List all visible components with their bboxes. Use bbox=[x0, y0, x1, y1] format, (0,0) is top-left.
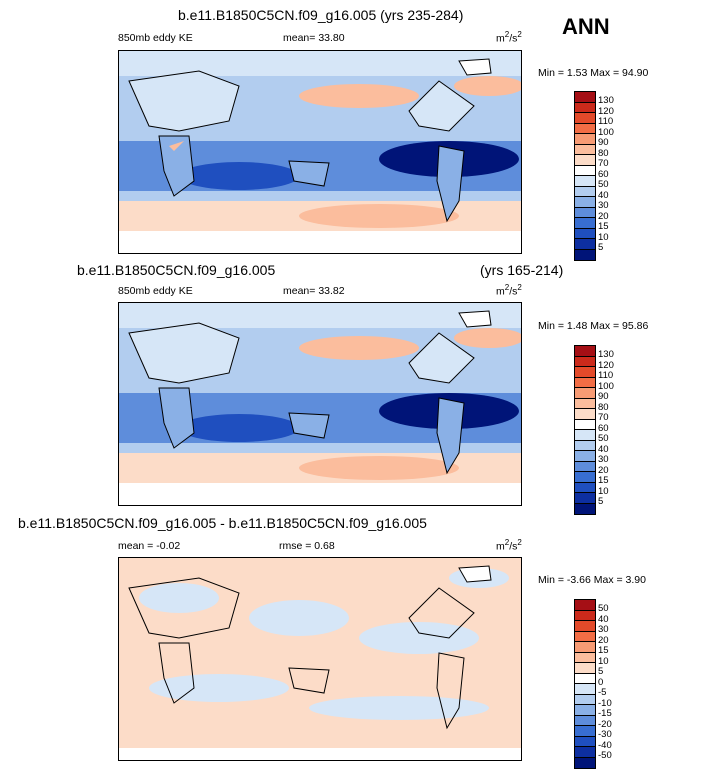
panel2-colorbar-label: 5 bbox=[598, 496, 604, 507]
panel2-map bbox=[118, 302, 522, 506]
panel1-mean: mean= 33.80 bbox=[283, 32, 345, 44]
panel1-colorbar-label: 90 bbox=[598, 137, 609, 148]
panel2-colorbar-label: 50 bbox=[598, 433, 609, 444]
panel1-title: b.e11.B1850C5CN.f09_g16.005 (yrs 235-284… bbox=[178, 7, 464, 23]
panel3-colorbar-label: -30 bbox=[598, 729, 612, 740]
panel1-map bbox=[118, 50, 522, 254]
panel3-title: b.e11.B1850C5CN.f09_g16.005 - b.e11.B185… bbox=[18, 515, 427, 531]
panel1-colorbar-label: 70 bbox=[598, 158, 609, 169]
panel3-colorbar-label: 0 bbox=[598, 676, 604, 688]
panel3-map-svg bbox=[119, 558, 521, 760]
season-label: ANN bbox=[562, 14, 610, 39]
panel3-colorbar-label: -10 bbox=[598, 697, 612, 709]
panel3-colorbar-label: 50 bbox=[598, 603, 609, 614]
panel2-colorbar-label: 90 bbox=[598, 391, 609, 402]
panel3-colorbar-label: -15 bbox=[598, 708, 612, 719]
panel1-colorbar-label: 50 bbox=[598, 179, 609, 190]
panel1-units: m2/s2 bbox=[496, 30, 522, 45]
panel2-colorbar-label: 60 bbox=[598, 422, 609, 434]
panel3-colorbar-label: -20 bbox=[598, 718, 612, 730]
panel3-map bbox=[118, 557, 522, 761]
panel1-colorbar-label: 40 bbox=[598, 189, 609, 201]
panel2-units: m2/s2 bbox=[496, 283, 522, 298]
panel2-colorbar-label: 130 bbox=[598, 349, 614, 360]
panel3-colorbar-label: 5 bbox=[598, 666, 604, 677]
panel3-colorbar-label: 15 bbox=[598, 645, 609, 656]
panel3-colorbar-label: 10 bbox=[598, 655, 609, 667]
panel2-colorbar-label: 100 bbox=[598, 380, 614, 392]
panel2-colorbar-label: 120 bbox=[598, 359, 614, 371]
panel1-colorbar-label: 30 bbox=[598, 200, 609, 211]
panel1-colorbar-label: 10 bbox=[598, 231, 609, 243]
panel3-colorbar-label: -5 bbox=[598, 687, 607, 698]
panel2-colorbar-label: 15 bbox=[598, 475, 609, 486]
panel2-mean: mean= 33.82 bbox=[283, 285, 345, 297]
panel1-colorbar bbox=[574, 91, 596, 261]
panel1-colorbar-label: 60 bbox=[598, 168, 609, 180]
panel3-colorbar-label: 20 bbox=[598, 634, 609, 646]
panel1-colorbar-label: 80 bbox=[598, 147, 609, 159]
panel1-colorbar-label: 100 bbox=[598, 126, 614, 138]
panel1-map-svg bbox=[119, 51, 521, 253]
panel1-variable-label: 850mb eddy KE bbox=[118, 32, 193, 44]
panel2-title-years: (yrs 165-214) bbox=[480, 262, 564, 278]
panel1-colorbar-label: 15 bbox=[598, 221, 609, 232]
panel2-map-svg bbox=[119, 303, 521, 505]
panel3-colorbar-label: 30 bbox=[598, 624, 609, 635]
panel3-mean: mean = -0.02 bbox=[118, 540, 181, 552]
panel1-colorbar-label: 120 bbox=[598, 105, 614, 117]
panel1-minmax: Min = 1.53 Max = 94.90 bbox=[538, 67, 649, 79]
panel1-colorbar-label: 20 bbox=[598, 210, 609, 222]
panel3-colorbar bbox=[574, 599, 596, 769]
panel2-colorbar-label: 70 bbox=[598, 412, 609, 423]
panel2-colorbar-label: 110 bbox=[598, 370, 614, 381]
panel2-minmax: Min = 1.48 Max = 95.86 bbox=[538, 320, 649, 332]
panel2-colorbar-label: 10 bbox=[598, 485, 609, 497]
panel3-colorbar-label: 40 bbox=[598, 613, 609, 625]
panel3-colorbar-label: -40 bbox=[598, 739, 612, 751]
panel2-colorbar-label: 30 bbox=[598, 454, 609, 465]
panel2-colorbar-label: 20 bbox=[598, 464, 609, 476]
panel3-units: m2/s2 bbox=[496, 538, 522, 553]
panel1-colorbar-label: 5 bbox=[598, 242, 604, 253]
panel2-colorbar-label: 40 bbox=[598, 443, 609, 455]
panel3-colorbar-label: -50 bbox=[598, 750, 612, 761]
panel3-minmax: Min = -3.66 Max = 3.90 bbox=[538, 574, 646, 586]
panel3-rmse: rmse = 0.68 bbox=[279, 540, 335, 552]
panel1-colorbar-label: 130 bbox=[598, 95, 614, 106]
panel2-variable-label: 850mb eddy KE bbox=[118, 285, 193, 297]
panel2-colorbar bbox=[574, 345, 596, 515]
panel2-title: b.e11.B1850C5CN.f09_g16.005 bbox=[77, 262, 276, 278]
panel2-colorbar-label: 80 bbox=[598, 401, 609, 413]
panel1-colorbar-label: 110 bbox=[598, 116, 614, 127]
